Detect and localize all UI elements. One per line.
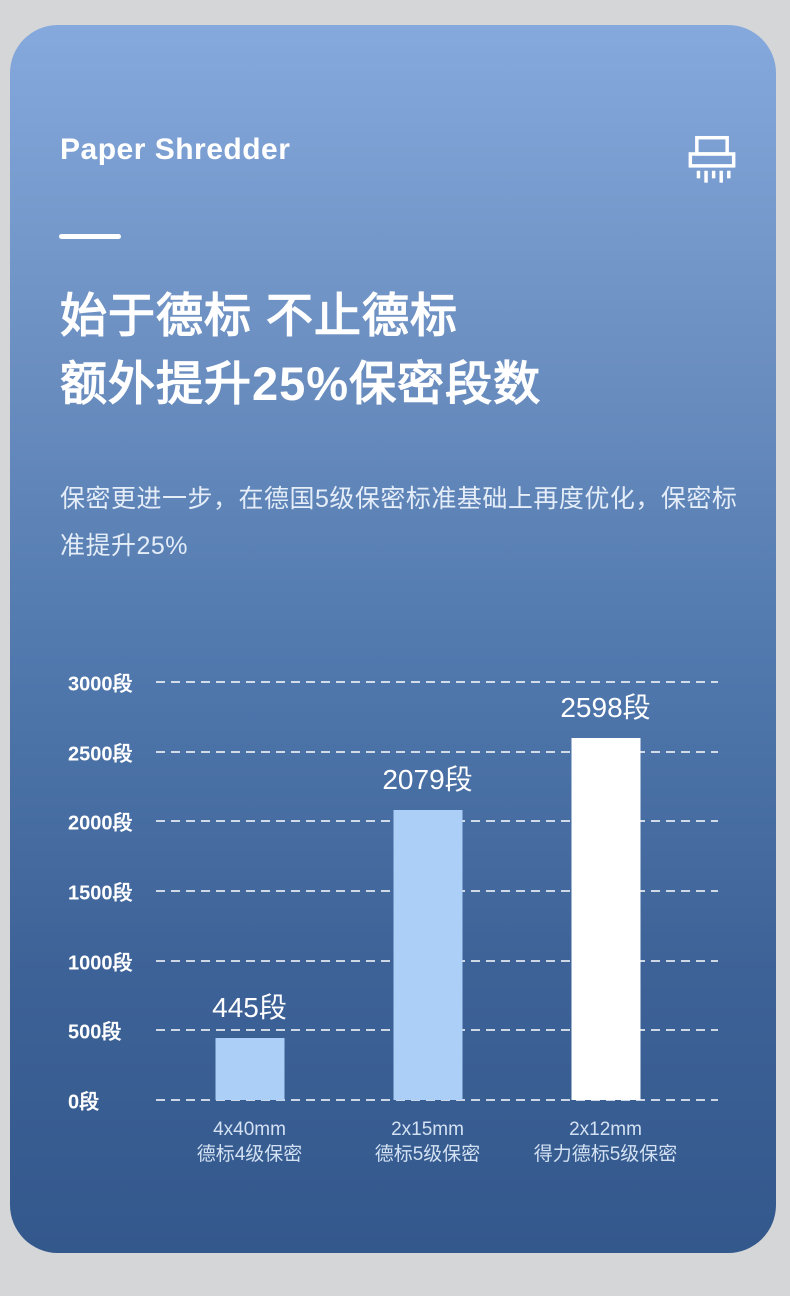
product-banner-card: Paper Shredder 始于德标 不止德标 额外提升25%保密段数 保密更…	[10, 25, 776, 1253]
bar-value-label: 2598段	[560, 692, 651, 723]
y-axis-label: 1500段	[68, 882, 133, 905]
x-axis-label-line1: 2x15mm	[391, 1119, 464, 1140]
gridline-1000	[156, 959, 718, 962]
x-axis-label-line2: 德标5级保密	[374, 1144, 481, 1165]
shredder-icon	[688, 135, 736, 183]
headline: 始于德标 不止德标 额外提升25%保密段数	[60, 282, 541, 418]
y-axis-label: 2000段	[68, 812, 133, 835]
x-axis-label-line2: 德标4级保密	[196, 1144, 303, 1165]
gridline-500	[156, 1029, 718, 1032]
x-axis-label: 2x12mm 得力德标5级保密	[534, 1117, 678, 1167]
y-axis-label: 2500段	[68, 743, 133, 766]
page-title: Paper Shredder	[60, 133, 291, 166]
x-axis-label-line1: 4x40mm	[213, 1119, 286, 1140]
accent-dash	[59, 234, 121, 239]
subtitle: 保密更进一步，在德国5级保密标准基础上再度优化，保密标准提升25%	[60, 485, 738, 560]
bar-chart: 445段 4x40mm 德标4级保密 2079段 2x15mm 德标5级保密 2598段 2x…	[10, 25, 776, 1253]
y-axis-label: 500段	[68, 1021, 122, 1044]
x-axis-label-line2: 得力德标5级保密	[533, 1144, 678, 1165]
y-axis-label: 1000段	[68, 952, 133, 975]
bar-value-label: 2079段	[382, 764, 473, 795]
y-axis-label: 3000段	[68, 673, 133, 696]
headline-line2: 额外提升25%保密段数	[60, 357, 542, 410]
x-axis-label-line1: 2x12mm	[569, 1119, 642, 1140]
bar-value-label: 445段	[212, 992, 287, 1023]
y-axis-label: 0段	[68, 1091, 100, 1114]
x-axis-label: 4x40mm 德标4级保密	[197, 1117, 303, 1167]
x-axis-label: 2x15mm 德标5级保密	[375, 1117, 481, 1167]
headline-line1: 始于德标 不止德标	[60, 289, 459, 342]
gridline-1500	[156, 890, 718, 892]
bar	[215, 1038, 284, 1100]
gridline-2000	[156, 820, 718, 823]
gridline-3000	[156, 681, 718, 683]
gridline-0	[156, 1099, 718, 1101]
gridline-2500	[156, 750, 718, 753]
bar	[571, 738, 640, 1100]
bar	[393, 810, 462, 1100]
plot-area: 445段 4x40mm 德标4级保密 2079段 2x15mm 德标5级保密 2598段 2x…	[156, 681, 718, 1165]
